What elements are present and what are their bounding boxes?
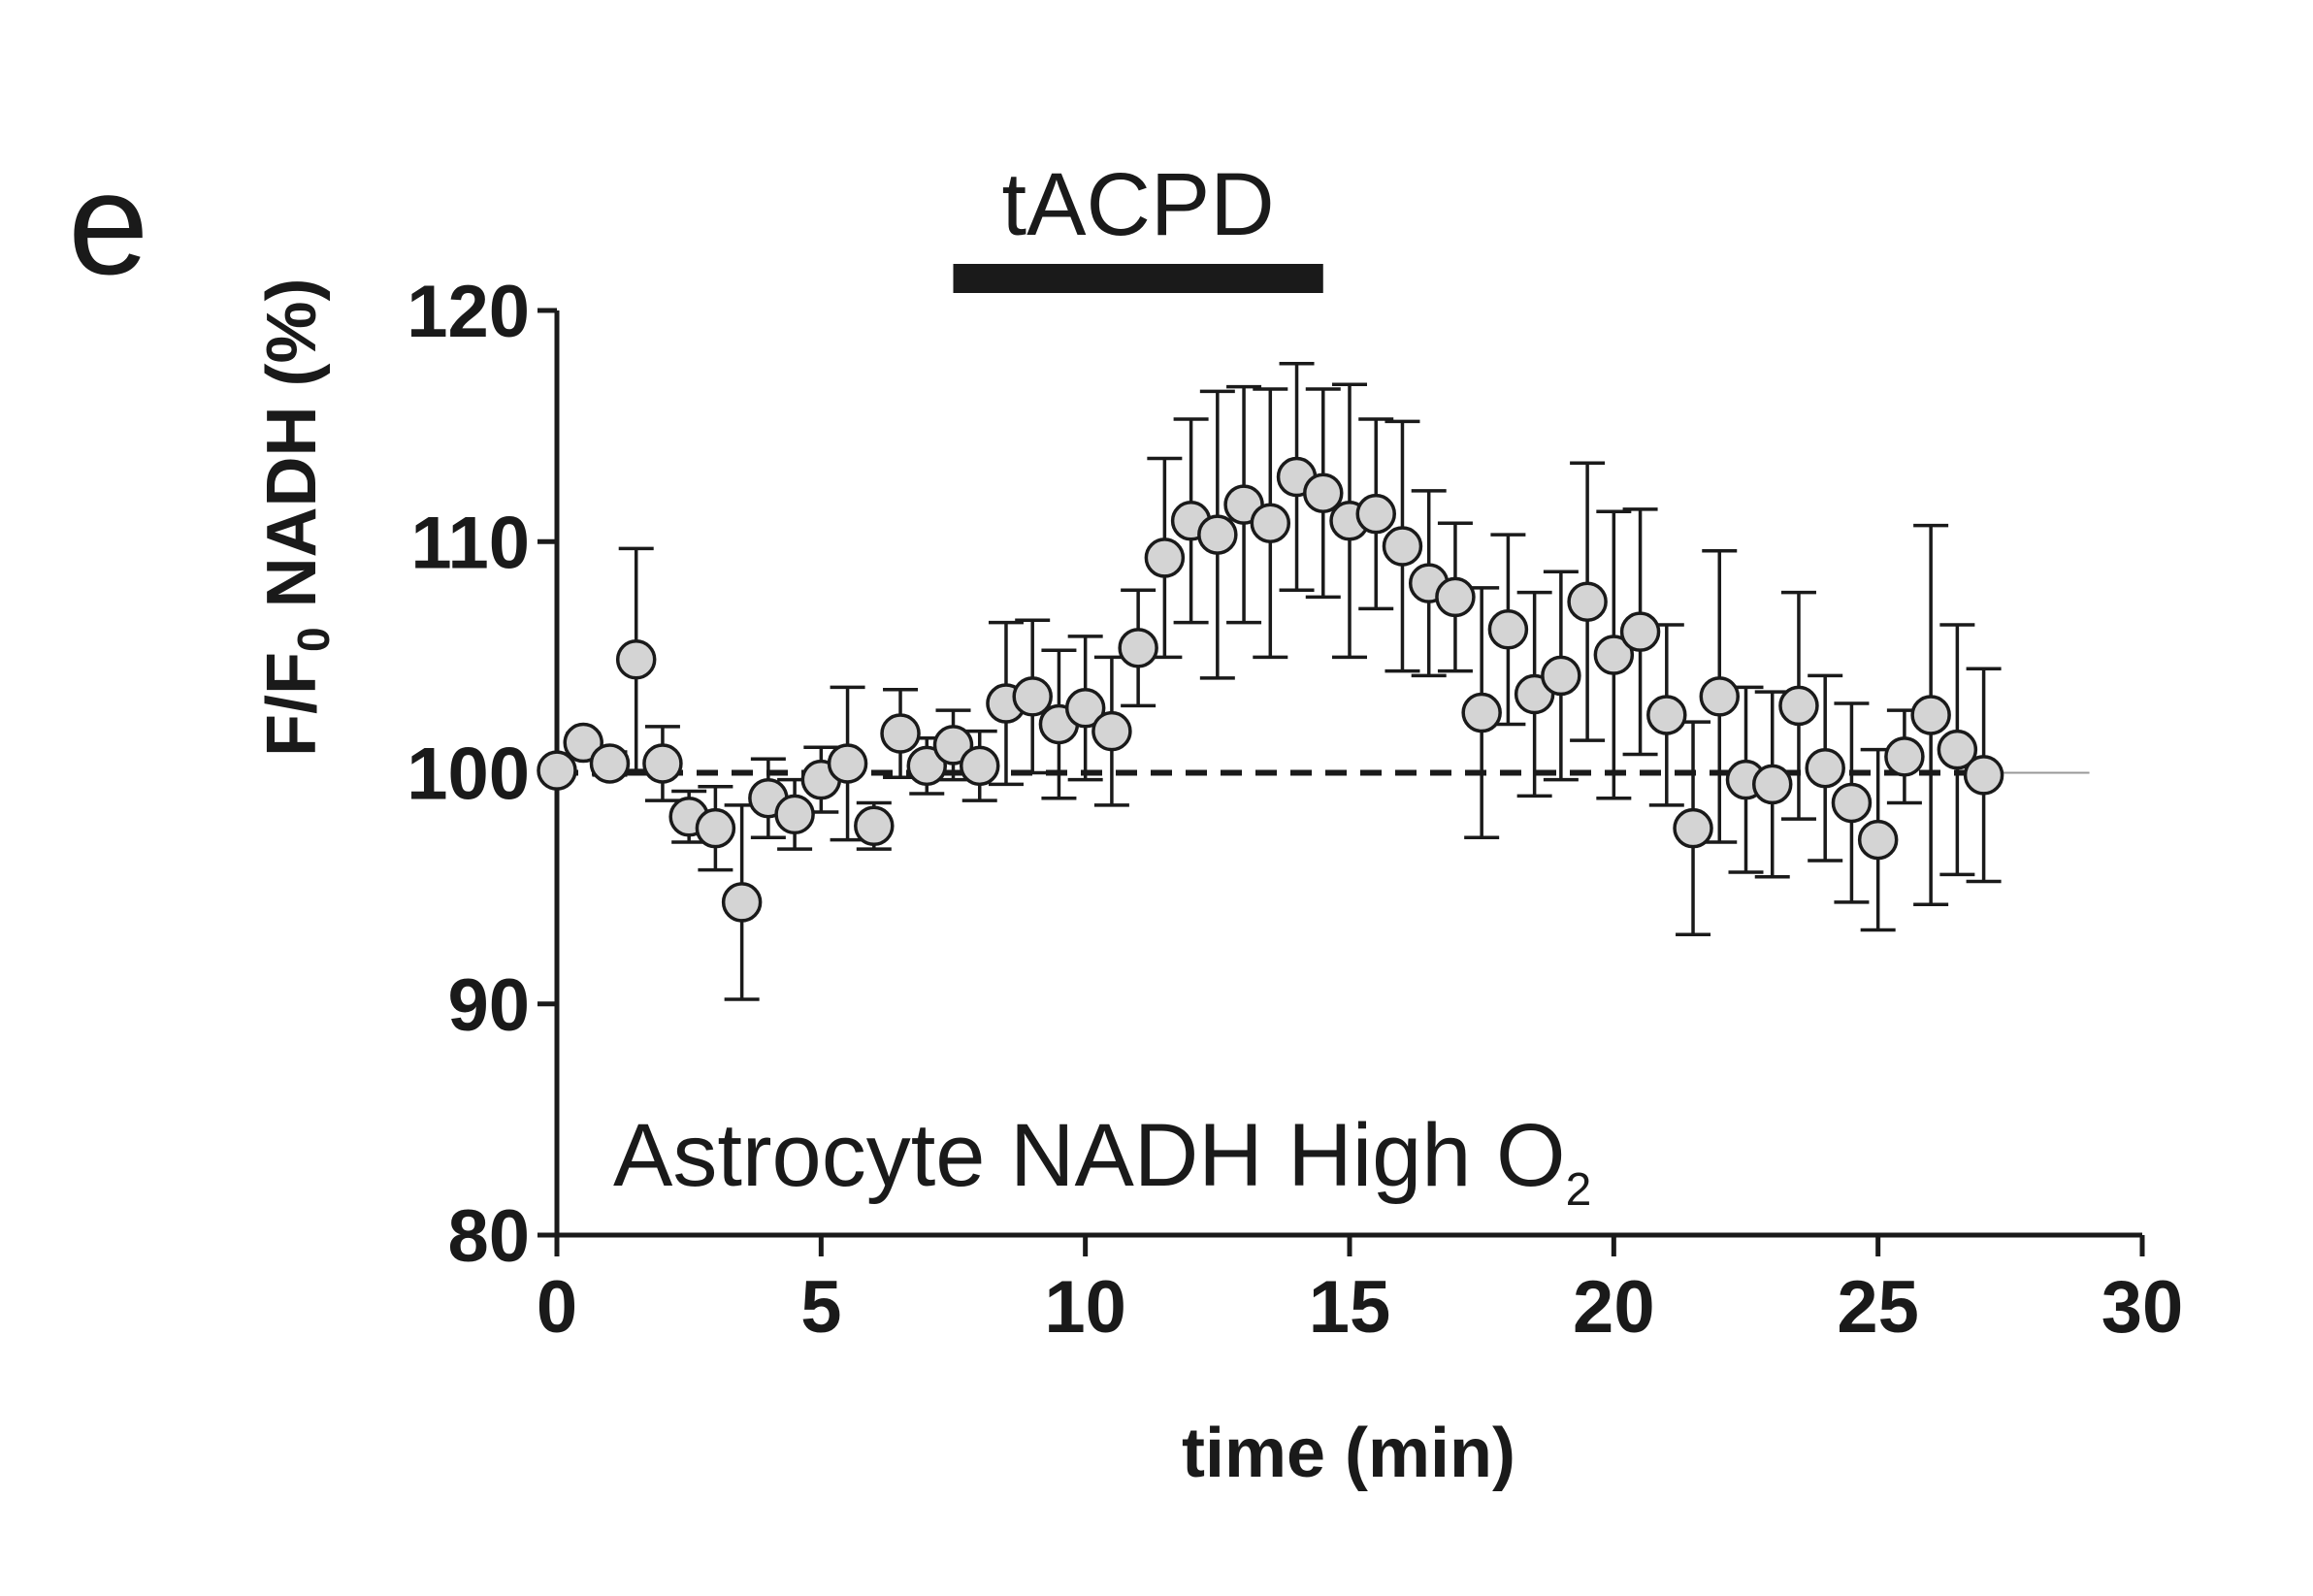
- data-point: [615, 639, 657, 680]
- x-tick-label: 10: [1044, 1266, 1126, 1349]
- y-tick-label: 120: [407, 271, 530, 353]
- data-point: [1197, 514, 1238, 555]
- data-point: [1778, 685, 1819, 727]
- data-point: [880, 713, 921, 754]
- data-point: [1461, 692, 1502, 733]
- y-tick-label: 100: [407, 733, 530, 816]
- data-point: [1487, 609, 1529, 650]
- panel-label: e: [68, 142, 148, 305]
- y-axis-title-prefix: F/F: [253, 652, 331, 757]
- y-axis-title-subscript: 0: [288, 627, 339, 652]
- y-tick-label: 80: [447, 1195, 530, 1278]
- data-point: [1593, 635, 1635, 675]
- inset-label: Astrocyte NADH High O2: [613, 1106, 1591, 1216]
- data-point: [1884, 736, 1925, 777]
- data-point: [1435, 576, 1476, 618]
- data-point: [1910, 695, 1951, 735]
- x-axis-title: time (min): [1182, 1415, 1515, 1492]
- data-point: [1144, 537, 1186, 578]
- data-point: [1857, 819, 1899, 861]
- data-point: [1118, 628, 1158, 668]
- data-point: [1541, 655, 1581, 697]
- inset-label-subscript: 2: [1566, 1164, 1592, 1216]
- data-point: [721, 882, 763, 923]
- data-point: [563, 722, 603, 764]
- data-point: [1963, 755, 2004, 796]
- data-point: [1250, 503, 1291, 543]
- x-tick-label: 30: [2101, 1266, 2184, 1349]
- y-tick-label: 110: [410, 502, 530, 584]
- data-point: [695, 807, 736, 849]
- data-point: [774, 794, 815, 835]
- data-point: [1064, 688, 1106, 729]
- treatment-label: tACPD: [1002, 155, 1275, 254]
- data-point: [1303, 472, 1344, 513]
- data-point: [1619, 611, 1661, 652]
- data-point: [1646, 695, 1687, 735]
- x-tick-label: 25: [1837, 1266, 1919, 1349]
- data-point: [1699, 676, 1741, 717]
- data-point: [906, 745, 948, 787]
- data-point: [827, 743, 868, 784]
- data-point: [1831, 782, 1873, 824]
- data-point: [1937, 729, 1978, 770]
- x-tick-label: 0: [537, 1266, 577, 1349]
- data-point: [537, 750, 577, 791]
- inset-label-main: Astrocyte NADH High O: [613, 1106, 1566, 1205]
- x-tick-label: 15: [1309, 1266, 1391, 1349]
- data-point: [1567, 581, 1608, 622]
- data-point: [1805, 747, 1845, 789]
- treatment-bar: [953, 264, 1323, 293]
- y-axis-title-suffix: NADH (%): [253, 277, 331, 627]
- data-point: [1355, 493, 1396, 535]
- data-point: [1012, 676, 1053, 717]
- data-point: [1751, 764, 1793, 805]
- data-point: [854, 805, 895, 847]
- data-point: [932, 725, 974, 765]
- svg-text:F/F0 NADH (%): F/F0 NADH (%): [253, 277, 339, 757]
- y-tick-label: 90: [447, 964, 530, 1047]
- data-point: [1382, 526, 1423, 567]
- x-tick-label: 20: [1573, 1266, 1655, 1349]
- data-points: [537, 456, 2004, 923]
- data-point: [642, 743, 683, 784]
- axes: 80 90 100 110 120 0 5 10 15 20 25 30: [407, 271, 2183, 1349]
- data-point: [1673, 807, 1713, 849]
- y-axis-title: F/F0 NADH (%): [253, 277, 339, 757]
- x-tick-label: 5: [800, 1266, 841, 1349]
- data-point: [959, 745, 1000, 787]
- data-point: [1091, 710, 1132, 752]
- data-point: [589, 743, 631, 784]
